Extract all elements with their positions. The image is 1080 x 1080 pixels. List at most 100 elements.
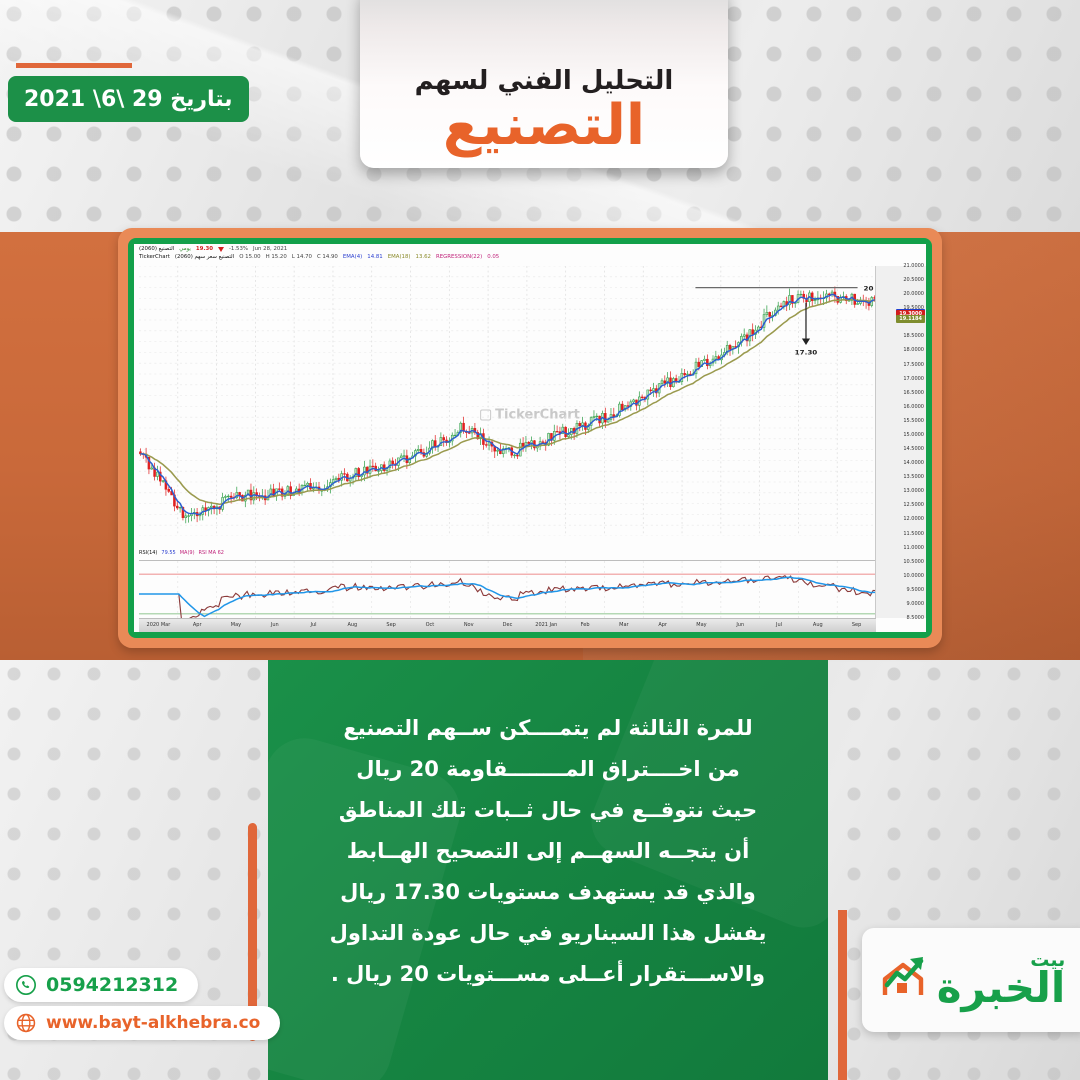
chart-close: C 14.90 <box>316 254 338 261</box>
analysis-line-5: والذي قد يستهدف مستويات 17.30 ريال <box>340 879 756 904</box>
whatsapp-icon <box>16 975 36 995</box>
ema-slow-label: EMA(18) <box>387 254 411 261</box>
chart-date: Jun 28, 2021 <box>253 246 288 252</box>
website-contact[interactable]: www.bayt-alkhebra.co <box>4 1006 281 1040</box>
date-tick: Apr <box>658 622 667 628</box>
rsi-ma-line <box>139 575 876 623</box>
date-badge: بتاريخ 29 \6\ 2021 <box>8 76 249 122</box>
watermark-square-icon <box>480 409 492 421</box>
date-tick: Aug <box>812 622 823 628</box>
date-tick: Feb <box>580 622 590 628</box>
price-tick: 12.5000 <box>903 502 924 509</box>
rsi-plot-svg <box>139 561 876 627</box>
price-tick: 18.5000 <box>903 333 924 340</box>
price-tick: 13.5000 <box>903 474 924 481</box>
analysis-line-4: أن يتجــه السهــم إلى التصحيح الهــابط <box>346 838 750 863</box>
price-tick: 10.0000 <box>903 572 924 579</box>
whatsapp-contact[interactable]: 0594212312 <box>4 968 199 1002</box>
website-url: www.bayt-alkhebra.co <box>46 1013 261 1033</box>
date-tick: Jul <box>310 622 317 628</box>
price-tag: 19.1184 <box>896 314 925 323</box>
rsi-grid <box>177 561 838 627</box>
ema-slow-line <box>140 298 875 506</box>
price-tick: 15.5000 <box>903 417 924 424</box>
rsi-label: RSI(14) <box>139 550 158 556</box>
rsi-plot <box>139 560 876 627</box>
price-tick: 15.0000 <box>903 431 924 438</box>
analysis-line-6: يفشل هذا السيناريو في حال عودة التداول <box>329 920 767 945</box>
chart-canvas: التصنيع (2060) يومي 19.30 -1.53% Jun 28,… <box>134 244 926 632</box>
price-tick: 17.5000 <box>903 361 924 368</box>
price-tick: 21.0000 <box>903 263 924 269</box>
chart-last-price: 19.30 <box>195 246 213 252</box>
chart-header: التصنيع (2060) يومي 19.30 -1.53% Jun 28,… <box>134 244 926 261</box>
price-tick: 19.5000 <box>903 305 924 311</box>
date-tick: Sep <box>386 622 396 628</box>
analysis-line-3: حيث نتوقــع في حال ثــبات تلك المناطق <box>338 797 758 822</box>
chart-watermark: TickerChart <box>480 407 580 422</box>
date-tick: Dec <box>502 622 513 628</box>
price-tick: 10.5000 <box>903 558 924 565</box>
price-tick: 12.0000 <box>903 516 924 523</box>
price-axis: 21.000020.500020.000019.500019.000018.50… <box>875 263 926 621</box>
chart-high: H 15.20 <box>265 254 287 261</box>
chart-low: L 14.70 <box>291 254 312 261</box>
price-tick: 11.0000 <box>903 544 924 551</box>
chart-source: TickerChart <box>139 254 170 261</box>
price-tick: 18.0000 <box>903 347 924 354</box>
chart-timeframe: يومي <box>179 246 191 252</box>
date-axis: 2020 Mar Apr May Jun Jul Aug Sep Oct Nov Dec 2021 … <box>139 618 876 632</box>
price-tick: 14.5000 <box>903 446 924 453</box>
rsi-ma-label: MA(9) <box>179 550 195 556</box>
svg-text:17.30: 17.30 <box>795 349 818 357</box>
chart-container: التصنيع (2060) يومي 19.30 -1.53% Jun 28,… <box>118 228 942 648</box>
price-tick: 16.5000 <box>903 389 924 396</box>
ema-fast-value: 14.81 <box>367 254 383 261</box>
whatsapp-number: 0594212312 <box>46 974 179 996</box>
chart-change-pct: -1.53% <box>228 246 249 252</box>
logo-wordmark: بيت الخبرة <box>936 950 1067 1013</box>
rsi-ma-value: RSI MA 62 <box>198 550 224 556</box>
price-tick: 9.0000 <box>906 600 925 607</box>
price-tick: 13.0000 <box>903 488 924 495</box>
price-tick: 17.0000 <box>903 375 924 382</box>
chart-series-name: التصنيع سعر سهم (2060) <box>174 254 235 261</box>
price-plot-svg: 20 17.30 <box>139 266 876 536</box>
date-tick: Mar <box>619 622 629 628</box>
ema-slow-value: 13.62 <box>415 254 431 261</box>
price-down-arrow-icon <box>217 247 224 253</box>
brand-logo: بيت الخبرة <box>862 928 1080 1032</box>
logo-edge-strip <box>838 910 847 1080</box>
date-tick: Sep <box>851 622 862 628</box>
date-tick: Jun <box>736 622 745 628</box>
accent-bar <box>248 823 257 1041</box>
rsi-main-line <box>139 576 876 618</box>
regression-label: REGRESSION(22) <box>435 254 483 261</box>
chart-open: O 15.00 <box>239 254 261 261</box>
price-tick: 9.5000 <box>906 586 925 593</box>
title-card: التحليل الفني لسهم التصنيع <box>360 0 728 168</box>
regression-value: 0.05 <box>487 254 500 261</box>
rsi-header: RSI(14) 79.55 MA(9) RSI MA 62 <box>139 550 224 556</box>
date-tick: Jun <box>270 622 279 628</box>
house-growth-arrow-icon <box>882 957 924 995</box>
rsi-value: 79.55 <box>161 550 176 556</box>
page-title: التصنيع <box>442 93 646 158</box>
watermark-text: TickerChart <box>495 407 580 423</box>
date-tick: Jul <box>775 622 783 628</box>
price-tick: 16.0000 <box>903 403 924 410</box>
date-tick: Oct <box>425 622 435 628</box>
price-tick: 20.0000 <box>903 291 924 298</box>
price-tick: 20.5000 <box>903 277 924 284</box>
analysis-line-1: للمرة الثالثة لم يتمــــكن ســهم التصنيع <box>343 716 753 740</box>
analysis-panel: للمرة الثالثة لم يتمــــكن ســهم التصنيع… <box>268 660 828 1080</box>
ema-fast-line <box>140 293 875 516</box>
date-tick: May <box>230 622 242 628</box>
analysis-text: للمرة الثالثة لم يتمــــكن ســهم التصنيع… <box>268 660 828 995</box>
chart-header-row-1: التصنيع (2060) يومي 19.30 -1.53% Jun 28,… <box>134 244 926 253</box>
date-tick: Nov <box>463 622 474 628</box>
analysis-line-2: من اخــــتراق المــــــــقاومة 20 ريال <box>356 756 740 781</box>
logo-line-2: الخبرة <box>936 963 1067 1013</box>
price-tick: 8.5000 <box>906 615 925 621</box>
